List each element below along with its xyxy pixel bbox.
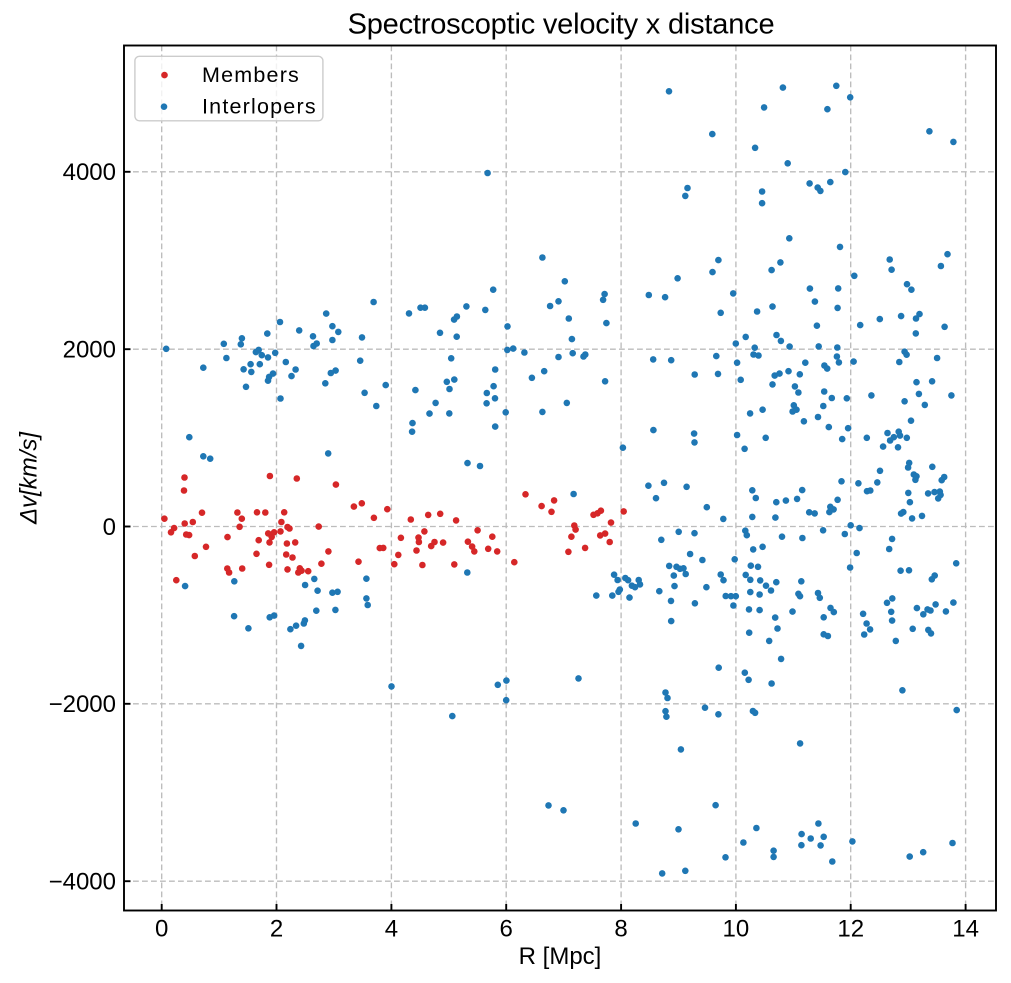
svg-text:Members: Members xyxy=(202,63,300,87)
svg-text:4000: 4000 xyxy=(63,159,116,186)
svg-text:4: 4 xyxy=(385,916,398,943)
svg-text:0: 0 xyxy=(155,916,168,943)
svg-text:−2000: −2000 xyxy=(49,691,116,718)
svg-text:Interlopers: Interlopers xyxy=(202,94,317,118)
svg-text:−4000: −4000 xyxy=(49,869,116,896)
svg-text:2: 2 xyxy=(270,916,283,943)
svg-text:12: 12 xyxy=(837,916,864,943)
svg-text:Spectroscoptic velocity x dist: Spectroscoptic velocity x distance xyxy=(348,9,775,41)
svg-text:R [Mpc]: R [Mpc] xyxy=(519,943,602,970)
svg-text:8: 8 xyxy=(614,916,627,943)
svg-text:Δv[km/s]: Δv[km/s] xyxy=(16,431,43,525)
svg-text:10: 10 xyxy=(723,916,750,943)
svg-text:2000: 2000 xyxy=(63,337,116,364)
svg-text:0: 0 xyxy=(103,514,116,541)
svg-text:14: 14 xyxy=(952,916,979,943)
svg-text:6: 6 xyxy=(500,916,513,943)
